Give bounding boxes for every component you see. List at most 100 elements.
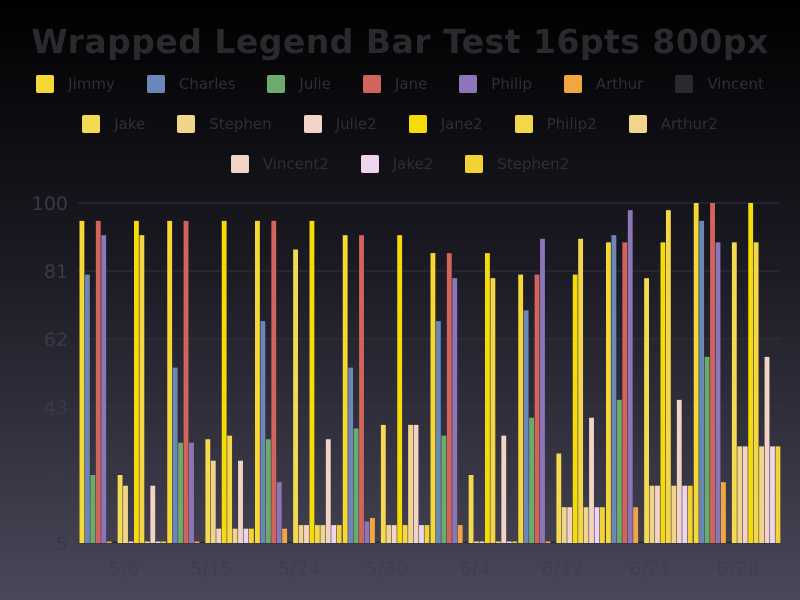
bar [540, 238, 545, 544]
legend-label: Charles [178, 75, 236, 93]
legend-swatch [82, 115, 101, 133]
bar [320, 525, 326, 543]
bar [638, 541, 644, 543]
bar [523, 310, 529, 543]
bar [331, 525, 337, 543]
bar [594, 507, 600, 543]
legend-swatch [563, 75, 582, 93]
bar [117, 475, 123, 543]
bar [567, 507, 573, 543]
legend-item: Philip2 [514, 113, 597, 135]
legend-item: Arthur2 [628, 113, 718, 135]
bar [348, 367, 354, 543]
bar [687, 485, 693, 543]
legend-item: Arthur [563, 73, 643, 95]
bar [364, 521, 370, 543]
legend-swatch [267, 75, 286, 93]
legend-item: Jimmy [36, 73, 115, 95]
bar [298, 525, 304, 543]
bar [726, 541, 732, 543]
bar [243, 528, 249, 543]
bar [742, 446, 748, 543]
y-tick-label: 100 [32, 193, 68, 215]
legend-swatch [459, 75, 478, 93]
bar [518, 274, 524, 543]
bar [282, 528, 288, 543]
bar [238, 460, 243, 543]
bar [572, 274, 578, 543]
legend-swatch [146, 75, 165, 93]
bar [764, 356, 770, 543]
bar [221, 220, 227, 543]
bar [512, 541, 518, 543]
legend-label: Philip2 [546, 115, 597, 133]
legend-item: Jane [362, 73, 427, 95]
bar [314, 525, 320, 543]
legend-label: Stephen [209, 115, 272, 133]
bar [128, 541, 134, 543]
bar [293, 249, 298, 543]
bar [611, 235, 617, 543]
legend-item: Julie2 [303, 113, 377, 135]
legend-swatch [36, 75, 55, 93]
bar [408, 424, 413, 543]
y-tick-label: 43 [44, 397, 68, 419]
bar [578, 238, 584, 544]
legend-item: Stephen [177, 113, 272, 135]
bar [402, 525, 408, 543]
bar [550, 541, 556, 543]
bar [501, 435, 507, 543]
x-tick-label: 5/24 [278, 558, 321, 580]
bar [413, 424, 419, 543]
legend-row: Vincent2 Jake2 Stephen2 [0, 153, 800, 175]
bar [359, 235, 364, 543]
bar [265, 439, 271, 543]
bar [386, 525, 392, 543]
bar [178, 442, 183, 543]
legend-swatch [360, 155, 379, 173]
bar [216, 528, 222, 543]
legend-item: Jane2 [408, 113, 483, 135]
bar [529, 417, 534, 543]
legend-item: Charles [146, 73, 236, 95]
y-tick-label: 62 [44, 329, 68, 351]
chart-title: Wrapped Legend Bar Test 16pts 800px [31, 22, 769, 61]
legend-item: Jake [82, 113, 145, 135]
bar [479, 541, 485, 543]
bar [255, 220, 260, 543]
bar [704, 356, 710, 543]
bar [633, 507, 639, 543]
bar [84, 274, 90, 543]
bar [435, 321, 441, 543]
legend-item: Vincent [675, 73, 764, 95]
bar [106, 541, 112, 543]
bar [227, 435, 233, 543]
bar [276, 482, 282, 543]
legend-swatch [628, 115, 647, 133]
bar [210, 460, 216, 543]
bar [199, 541, 205, 543]
bar [155, 541, 161, 543]
bar [309, 220, 315, 543]
bar [112, 541, 118, 543]
legend-item: Philip [459, 73, 532, 95]
bar [194, 541, 200, 543]
legend-label: Vincent [707, 75, 764, 93]
bar [748, 203, 754, 543]
bar [676, 399, 682, 543]
bar [490, 278, 496, 543]
bar [474, 541, 479, 543]
legend-item: Vincent2 [230, 153, 329, 175]
bar [375, 541, 381, 543]
bar [600, 507, 605, 543]
legend-label: Philip [491, 75, 532, 93]
bar [95, 220, 101, 543]
bar [506, 541, 512, 543]
bar [172, 367, 178, 543]
x-tick-label: 5/6 [109, 558, 140, 580]
legend-label: Julie2 [335, 115, 377, 133]
bar [325, 439, 331, 543]
bar [468, 475, 474, 543]
legend-swatch [408, 115, 427, 133]
